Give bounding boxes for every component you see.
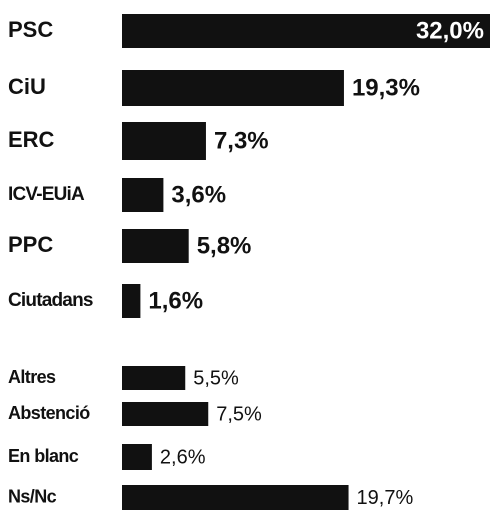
- category-label: Abstenció: [8, 403, 90, 423]
- bar: [122, 485, 349, 510]
- bar: [122, 14, 490, 48]
- value-label: 19,3%: [352, 74, 420, 101]
- bar: [122, 178, 164, 212]
- category-label: Ns/Nc: [8, 486, 57, 506]
- bar: [122, 122, 206, 160]
- category-label: PSC: [8, 17, 53, 42]
- bar: [122, 229, 189, 263]
- category-label: ERC: [8, 127, 55, 152]
- bar: [122, 444, 152, 470]
- category-label: CiU: [8, 74, 46, 99]
- value-label: 1,6%: [148, 287, 203, 314]
- value-label: 32,0%: [416, 17, 484, 44]
- value-label: 19,7%: [357, 487, 414, 509]
- value-label: 5,8%: [197, 232, 252, 259]
- bar: [122, 70, 344, 106]
- value-label: 2,6%: [160, 446, 206, 468]
- bar: [122, 366, 186, 390]
- category-label: PPC: [8, 232, 53, 257]
- value-label: 7,5%: [216, 403, 262, 425]
- bar: [122, 402, 209, 426]
- category-label: Altres: [8, 367, 56, 387]
- category-label: Ciutadans: [8, 290, 93, 311]
- bar: [122, 284, 141, 318]
- value-label: 7,3%: [214, 127, 269, 154]
- value-label: 5,5%: [193, 367, 239, 389]
- value-label: 3,6%: [171, 181, 226, 208]
- category-label: En blanc: [8, 446, 79, 466]
- category-label: ICV-EUiA: [8, 184, 85, 205]
